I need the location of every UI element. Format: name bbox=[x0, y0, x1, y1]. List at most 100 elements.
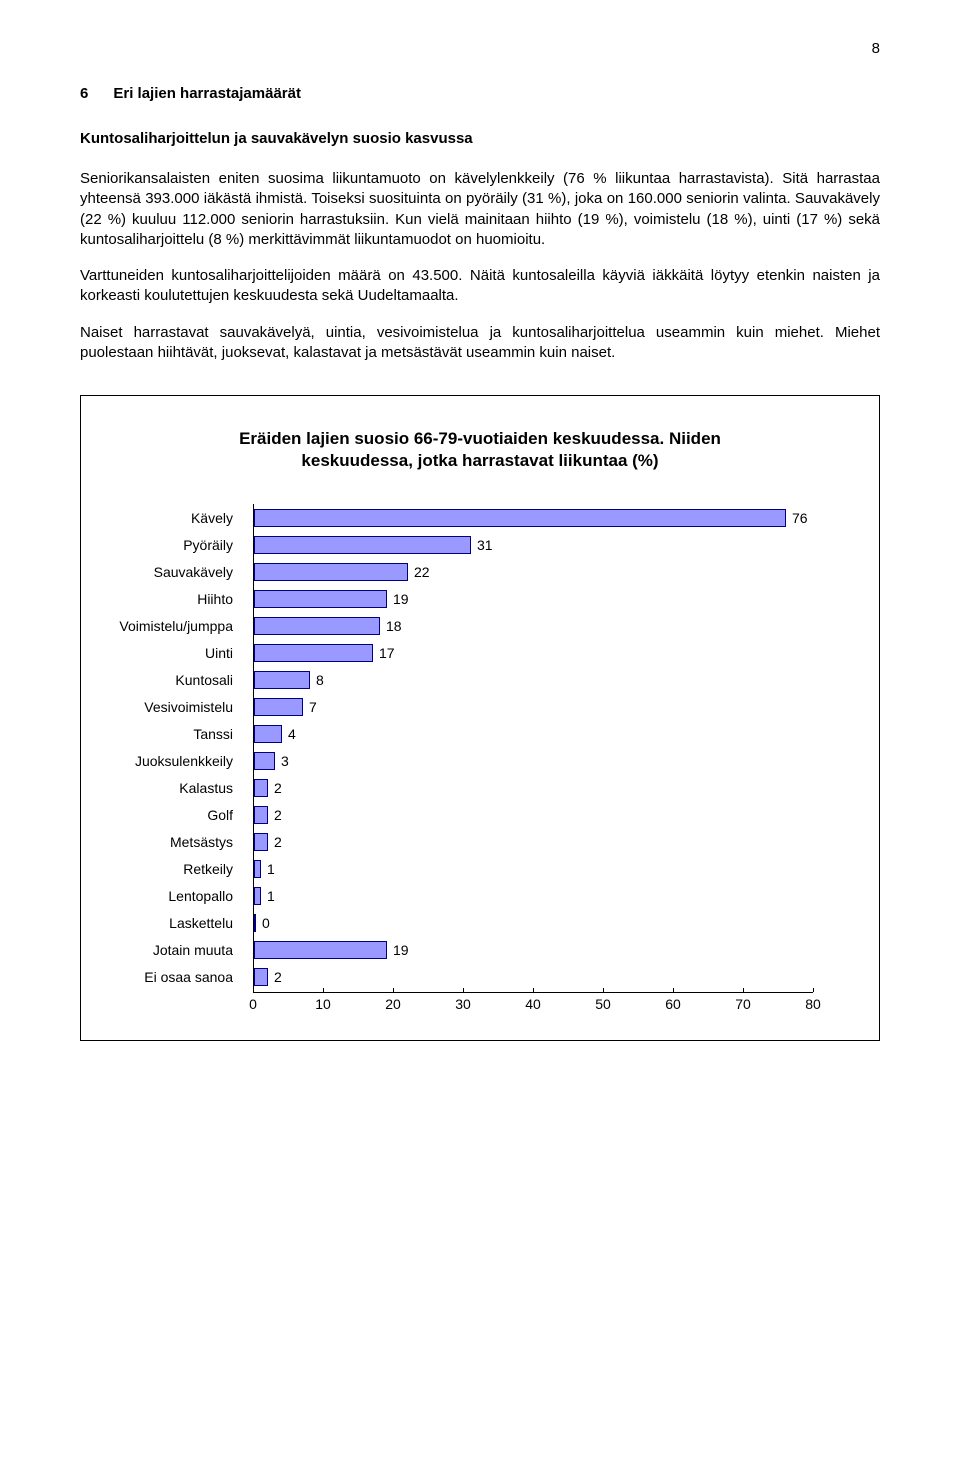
bar-value: 0 bbox=[256, 915, 270, 931]
bar-track: 2 bbox=[253, 801, 813, 828]
bar-row: Metsästys2 bbox=[253, 828, 847, 855]
axis-tick bbox=[323, 988, 324, 992]
chart-title: Eräiden lajien suosio 66-79-vuotiaiden k… bbox=[113, 428, 847, 472]
bar-value: 1 bbox=[261, 888, 275, 904]
bar-track: 18 bbox=[253, 612, 813, 639]
bar-label: Retkeily bbox=[113, 861, 243, 877]
body-paragraph-2: Varttuneiden kuntosaliharjoittelijoiden … bbox=[80, 266, 880, 307]
bar-label: Kävely bbox=[113, 510, 243, 526]
bar-row: Ei osaa sanoa2 bbox=[253, 963, 847, 990]
x-axis-ticks: 01020304050607080 bbox=[253, 992, 813, 1022]
bar-value: 4 bbox=[282, 726, 296, 742]
bar-track: 19 bbox=[253, 936, 813, 963]
axis-tick-label: 10 bbox=[315, 996, 331, 1012]
axis-tick-label: 50 bbox=[595, 996, 611, 1012]
axis-tick bbox=[743, 988, 744, 992]
bar-track: 0 bbox=[253, 909, 813, 936]
bar-value: 17 bbox=[373, 645, 395, 661]
bar-row: Lentopallo1 bbox=[253, 882, 847, 909]
bar-label: Uinti bbox=[113, 645, 243, 661]
bar-track: 31 bbox=[253, 531, 813, 558]
axis-tick bbox=[673, 988, 674, 992]
bar bbox=[254, 968, 268, 986]
bar-label: Metsästys bbox=[113, 834, 243, 850]
bar bbox=[254, 860, 261, 878]
bar-value: 18 bbox=[380, 618, 402, 634]
bar-track: 8 bbox=[253, 666, 813, 693]
bar-label: Hiihto bbox=[113, 591, 243, 607]
bar-track: 3 bbox=[253, 747, 813, 774]
sub-heading: Kuntosaliharjoittelun ja sauvakävelyn su… bbox=[80, 130, 880, 147]
axis-tick-label: 70 bbox=[735, 996, 751, 1012]
axis-tick-label: 80 bbox=[805, 996, 821, 1012]
bar-track: 7 bbox=[253, 693, 813, 720]
bar-row: Kävely76 bbox=[253, 504, 847, 531]
bar-value: 2 bbox=[268, 780, 282, 796]
bar bbox=[254, 563, 408, 581]
body-paragraph-1: Seniorikansalaisten eniten suosima liiku… bbox=[80, 169, 880, 250]
bar-row: Kalastus2 bbox=[253, 774, 847, 801]
bar bbox=[254, 806, 268, 824]
bar-track: 2 bbox=[253, 828, 813, 855]
bar-label: Pyöräily bbox=[113, 537, 243, 553]
body-paragraph-3: Naiset harrastavat sauvakävelyä, uintia,… bbox=[80, 323, 880, 364]
bar bbox=[254, 725, 282, 743]
section-title: Eri lajien harrastajamäärät bbox=[113, 85, 301, 102]
bar-label: Golf bbox=[113, 807, 243, 823]
axis-tick-label: 20 bbox=[385, 996, 401, 1012]
bar-value: 3 bbox=[275, 753, 289, 769]
bar-row: Sauvakävely22 bbox=[253, 558, 847, 585]
bar-track: 76 bbox=[253, 504, 813, 531]
axis-tick bbox=[533, 988, 534, 992]
axis-tick bbox=[603, 988, 604, 992]
bar-value: 22 bbox=[408, 564, 430, 580]
bar-value: 19 bbox=[387, 591, 409, 607]
axis-tick-label: 30 bbox=[455, 996, 471, 1012]
bar bbox=[254, 779, 268, 797]
bar-label: Kuntosali bbox=[113, 672, 243, 688]
bar-value: 7 bbox=[303, 699, 317, 715]
bar-value: 19 bbox=[387, 942, 409, 958]
chart-x-axis: 01020304050607080 bbox=[113, 992, 847, 1022]
bar-label: Sauvakävely bbox=[113, 564, 243, 580]
bar-label: Kalastus bbox=[113, 780, 243, 796]
bar-value: 1 bbox=[261, 861, 275, 877]
bar-row: Vesivoimistelu7 bbox=[253, 693, 847, 720]
bar-label: Lentopallo bbox=[113, 888, 243, 904]
section-number: 6 bbox=[80, 85, 88, 102]
chart-container: Eräiden lajien suosio 66-79-vuotiaiden k… bbox=[80, 395, 880, 1041]
bar-track: 1 bbox=[253, 882, 813, 909]
bar-label: Tanssi bbox=[113, 726, 243, 742]
bar bbox=[254, 698, 303, 716]
axis-tick bbox=[253, 988, 254, 992]
bar-row: Juoksulenkkeily3 bbox=[253, 747, 847, 774]
chart-title-line2: keskuudessa, jotka harrastavat liikuntaa… bbox=[301, 451, 658, 470]
bar-value: 2 bbox=[268, 834, 282, 850]
axis-tick bbox=[813, 988, 814, 992]
bar-row: Voimistelu/jumppa18 bbox=[253, 612, 847, 639]
bar-row: Golf2 bbox=[253, 801, 847, 828]
bar-value: 8 bbox=[310, 672, 324, 688]
bar-row: Jotain muuta19 bbox=[253, 936, 847, 963]
bar bbox=[254, 833, 268, 851]
bar-label: Jotain muuta bbox=[113, 942, 243, 958]
bar-label: Voimistelu/jumppa bbox=[113, 618, 243, 634]
bar-track: 1 bbox=[253, 855, 813, 882]
bar-row: Uinti17 bbox=[253, 639, 847, 666]
bar-track: 4 bbox=[253, 720, 813, 747]
chart-title-line1: Eräiden lajien suosio 66-79-vuotiaiden k… bbox=[239, 429, 721, 448]
page-number: 8 bbox=[80, 40, 880, 57]
bar bbox=[254, 509, 786, 527]
chart-plot-area: Kävely76Pyöräily31Sauvakävely22Hiihto19V… bbox=[113, 504, 847, 990]
bar-label: Juoksulenkkeily bbox=[113, 753, 243, 769]
bar-row: Hiihto19 bbox=[253, 585, 847, 612]
bar-row: Retkeily1 bbox=[253, 855, 847, 882]
bar-value: 76 bbox=[786, 510, 808, 526]
bar-track: 17 bbox=[253, 639, 813, 666]
axis-tick bbox=[463, 988, 464, 992]
bar bbox=[254, 671, 310, 689]
bar-track: 2 bbox=[253, 774, 813, 801]
bar-track: 22 bbox=[253, 558, 813, 585]
bar-track: 2 bbox=[253, 963, 813, 990]
bar-label: Vesivoimistelu bbox=[113, 699, 243, 715]
